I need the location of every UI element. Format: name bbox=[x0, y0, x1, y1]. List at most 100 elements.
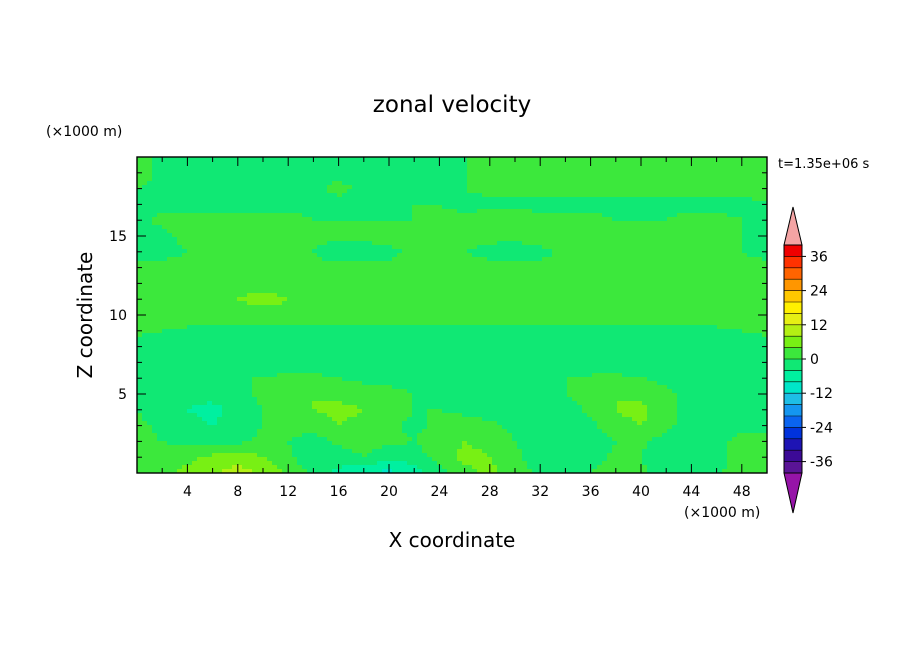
field-cell bbox=[747, 165, 753, 170]
field-cell bbox=[222, 297, 228, 302]
field-cell bbox=[712, 193, 718, 198]
field-cell bbox=[172, 217, 178, 222]
field-cell bbox=[537, 185, 543, 190]
field-cell bbox=[402, 261, 408, 266]
field-cell bbox=[642, 301, 648, 306]
field-cell bbox=[497, 221, 503, 226]
field-cell bbox=[742, 201, 748, 206]
field-cell bbox=[732, 293, 738, 298]
field-cell bbox=[272, 197, 278, 202]
field-cell bbox=[327, 253, 333, 258]
field-cell bbox=[717, 197, 723, 202]
field-cell bbox=[427, 209, 433, 214]
field-cell bbox=[282, 225, 288, 230]
field-cell bbox=[617, 185, 623, 190]
field-cell bbox=[702, 301, 708, 306]
field-cell bbox=[247, 185, 253, 190]
field-cell bbox=[312, 313, 318, 318]
field-cell bbox=[572, 173, 578, 178]
field-cell bbox=[382, 313, 388, 318]
field-cell bbox=[707, 269, 713, 274]
field-cell bbox=[242, 229, 248, 234]
field-cell bbox=[312, 189, 318, 194]
field-cell bbox=[632, 161, 638, 166]
field-cell bbox=[567, 261, 573, 266]
field-cell bbox=[402, 181, 408, 186]
field-cell bbox=[477, 169, 483, 174]
field-cell bbox=[462, 285, 468, 290]
field-cell bbox=[212, 229, 218, 234]
field-cell bbox=[727, 181, 733, 186]
field-cell bbox=[157, 277, 163, 282]
field-cell bbox=[327, 257, 333, 262]
field-cell bbox=[322, 177, 328, 182]
field-cell bbox=[762, 173, 767, 178]
field-cell bbox=[577, 213, 583, 218]
field-cell bbox=[572, 177, 578, 182]
field-cell bbox=[307, 313, 313, 318]
field-cell bbox=[277, 225, 283, 230]
field-cell bbox=[247, 297, 253, 302]
field-cell bbox=[762, 177, 767, 182]
field-cell bbox=[352, 197, 358, 202]
field-cell bbox=[632, 217, 638, 222]
field-cell bbox=[752, 305, 758, 310]
field-cell bbox=[472, 249, 478, 254]
field-cell bbox=[737, 177, 743, 182]
field-cell bbox=[467, 313, 473, 318]
field-cell bbox=[742, 289, 748, 294]
field-cell bbox=[387, 229, 393, 234]
field-cell bbox=[237, 233, 243, 238]
field-cell bbox=[342, 161, 348, 166]
field-cell bbox=[507, 301, 513, 306]
field-cell bbox=[547, 201, 553, 206]
field-cell bbox=[272, 185, 278, 190]
field-cell bbox=[582, 205, 588, 210]
field-cell bbox=[682, 305, 688, 310]
field-cell bbox=[447, 185, 453, 190]
field-cell bbox=[432, 245, 438, 250]
field-cell bbox=[182, 225, 188, 230]
field-cell bbox=[702, 233, 708, 238]
field-cell bbox=[582, 301, 588, 306]
field-cell bbox=[612, 193, 618, 198]
field-cell bbox=[357, 157, 363, 162]
field-cell bbox=[467, 217, 473, 222]
field-cell bbox=[662, 229, 668, 234]
field-cell bbox=[737, 233, 743, 238]
field-cell bbox=[367, 301, 373, 306]
field-cell bbox=[607, 249, 613, 254]
field-cell bbox=[472, 165, 478, 170]
field-cell bbox=[192, 241, 198, 246]
field-cell bbox=[657, 277, 663, 282]
field-cell bbox=[312, 249, 318, 254]
field-cell bbox=[667, 293, 673, 298]
field-cell bbox=[727, 209, 733, 214]
field-cell bbox=[577, 197, 583, 202]
field-cell bbox=[572, 213, 578, 218]
field-cell bbox=[742, 197, 748, 202]
field-cell bbox=[517, 169, 523, 174]
field-cell bbox=[727, 157, 733, 162]
field-cell bbox=[742, 213, 748, 218]
field-cell bbox=[147, 285, 153, 290]
field-cell bbox=[612, 293, 618, 298]
field-cell bbox=[617, 245, 623, 250]
field-cell bbox=[232, 165, 238, 170]
field-cell bbox=[402, 157, 408, 162]
field-cell bbox=[337, 181, 343, 186]
field-cell bbox=[672, 225, 678, 230]
field-cell bbox=[352, 225, 358, 230]
field-cell bbox=[612, 297, 618, 302]
field-cell bbox=[212, 245, 218, 250]
field-cell bbox=[152, 233, 158, 238]
field-cell bbox=[302, 237, 308, 242]
field-cell bbox=[622, 273, 628, 278]
field-cell bbox=[622, 173, 628, 178]
field-cell bbox=[727, 289, 733, 294]
field-cell bbox=[427, 197, 433, 202]
field-cell bbox=[422, 269, 428, 274]
field-cell bbox=[287, 217, 293, 222]
field-cell bbox=[332, 217, 338, 222]
field-cell bbox=[402, 277, 408, 282]
